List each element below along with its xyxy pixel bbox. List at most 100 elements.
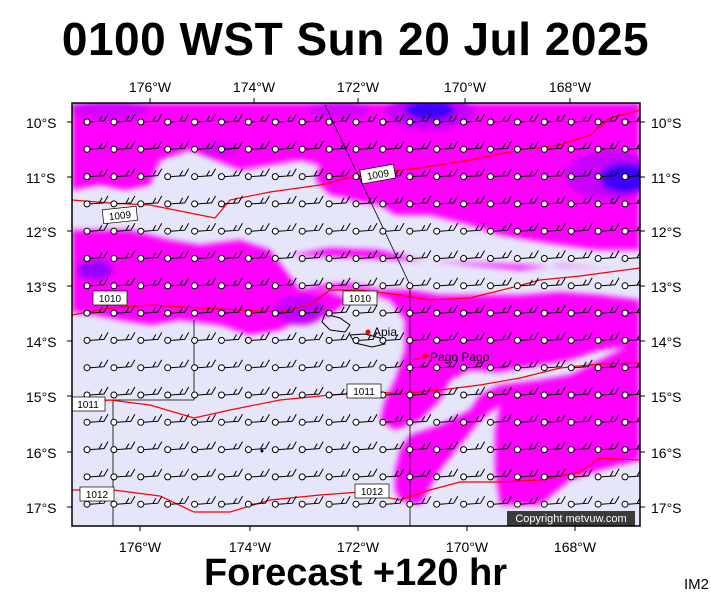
- wind-barb-icon: [379, 304, 405, 317]
- wind-barb-icon: [460, 168, 486, 181]
- wind-barb-icon: [137, 441, 163, 454]
- wind-barb-icon: [594, 222, 620, 235]
- wind-barb-icon: [137, 332, 163, 344]
- wind-barb-icon: [137, 168, 163, 181]
- wind-barb-icon: [298, 359, 324, 372]
- wind-barb-icon: [325, 386, 351, 399]
- wind-barb-icon: [594, 414, 620, 426]
- wind-barb-icon: [594, 468, 620, 481]
- wind-barb-icon: [110, 250, 136, 262]
- wind-barb-icon: [513, 386, 539, 399]
- wind-barb-icon: [567, 386, 593, 399]
- svg-text:1011: 1011: [353, 387, 375, 398]
- svg-text:14°S: 14°S: [651, 334, 682, 350]
- wind-barb-icon: [137, 495, 163, 508]
- wind-barb-icon: [137, 113, 163, 126]
- wind-barb-icon: [567, 250, 593, 262]
- svg-text:11°S: 11°S: [26, 170, 55, 186]
- wind-barb-icon: [164, 113, 190, 126]
- wind-barb-icon: [487, 113, 512, 126]
- wind-barb-icon: [567, 304, 593, 317]
- wind-barb-icon: [298, 441, 324, 454]
- wind-barb-icon: [218, 495, 243, 508]
- map-frame: [71, 102, 641, 527]
- wind-barb-icon: [244, 141, 270, 153]
- wind-barb-icon: [298, 141, 324, 153]
- wind-barb-icon: [325, 441, 351, 454]
- wind-barb-icon: [379, 468, 405, 481]
- wind-barb-icon: [352, 332, 378, 344]
- wind-barb-icon: [540, 414, 566, 426]
- lon-label-top-168w: 168°W: [549, 79, 592, 95]
- lon-labels-top: 176°W 174°W 172°W 170°W 168°W: [129, 79, 592, 95]
- wind-barb-icon: [406, 168, 432, 181]
- wind-barb-icon: [83, 414, 109, 426]
- wind-barb-icon: [487, 250, 512, 262]
- wind-barb-icon: [567, 195, 593, 208]
- wind-barb-icon: [352, 141, 378, 153]
- wind-barb-icon: [164, 414, 190, 426]
- wind-barb-icon: [271, 195, 297, 208]
- isobar-label-1011-a: 1011: [72, 396, 106, 412]
- wind-barb-icon: [567, 168, 593, 181]
- wind-barb-icon: [218, 250, 243, 262]
- wind-barb-icon: [164, 332, 190, 344]
- wind-barb-icon: [594, 113, 620, 126]
- wind-barb-icon: [137, 359, 163, 372]
- wind-barb-icon: [83, 141, 109, 153]
- wind-barb-icon: [460, 250, 486, 262]
- lon-label-top-174w: 174°W: [233, 79, 276, 95]
- wind-barb-icon: [164, 468, 190, 481]
- wind-barb-icon: [406, 386, 432, 399]
- wind-barb-icon: [621, 197, 640, 208]
- wind-barb-icon: [487, 468, 512, 481]
- wind-barb-icon: [244, 168, 270, 181]
- wind-barb-icon: [460, 359, 486, 372]
- wind-barb-icon: [244, 359, 270, 372]
- wind-barb-icon: [191, 414, 217, 426]
- wind-barb-icon: [191, 359, 217, 372]
- wind-barb-icon: [110, 222, 136, 235]
- wind-barb-icon: [271, 495, 297, 508]
- wind-barb-icon: [271, 359, 297, 372]
- wind-barb-icon: [540, 168, 566, 181]
- wind-barb-icon: [406, 468, 432, 481]
- wind-barb-icon: [271, 332, 297, 344]
- wind-barb-icon: [218, 359, 243, 372]
- wind-barb-icon: [594, 441, 620, 454]
- wind-barb-icon: [379, 113, 405, 126]
- wind-barb-icon: [325, 168, 351, 181]
- wind-barb-icon: [513, 468, 539, 481]
- wind-barb-icon: [487, 441, 512, 454]
- lon-label-top-176w: 176°W: [129, 79, 172, 95]
- wind-barb-icon: [110, 332, 136, 344]
- wind-barb-icon: [594, 495, 620, 508]
- wind-barb-icon: [487, 495, 512, 508]
- wind-barb-icon: [271, 441, 297, 454]
- wind-barb-icon: [191, 277, 217, 290]
- wind-barb-icon: [218, 386, 243, 399]
- wind-barb-icon: [244, 441, 270, 454]
- wind-barb-icon: [460, 222, 486, 235]
- svg-text:15°S: 15°S: [26, 389, 57, 405]
- wind-barb-icon: [487, 168, 512, 181]
- wind-barb-icon: [406, 495, 432, 508]
- wind-barb-icon: [137, 195, 163, 208]
- wind-barb-icon: [137, 304, 163, 317]
- wind-barb-icon: [244, 386, 270, 399]
- lon-label-bottom-172w: 172°W: [337, 539, 380, 555]
- wind-barb-icon: [460, 495, 486, 508]
- svg-text:10°S: 10°S: [26, 115, 57, 131]
- wind-barb-icon: [325, 468, 351, 481]
- wind-barb-icon: [83, 332, 109, 344]
- wind-barb-icon: [298, 113, 324, 126]
- svg-text:13°S: 13°S: [26, 279, 57, 295]
- wind-barb-icon: [191, 195, 217, 208]
- wind-barb-icon: [487, 359, 512, 372]
- wind-barb-icon: [352, 495, 378, 508]
- model-id: IM2: [683, 576, 709, 593]
- wind-barb-layer: [83, 113, 640, 508]
- wind-barb-icon: [433, 141, 459, 153]
- wind-barb-icon: [540, 250, 566, 262]
